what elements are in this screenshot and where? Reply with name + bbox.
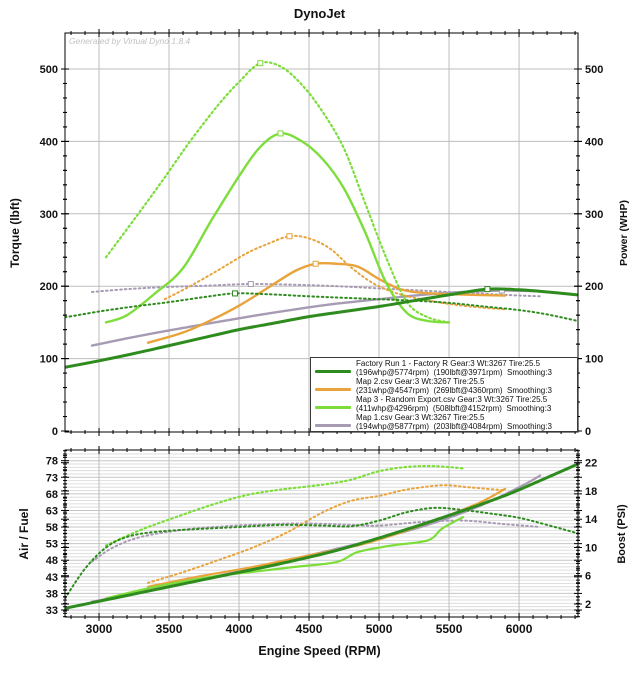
ytick-left-38: 38 — [46, 588, 58, 600]
xtick-5000: 5000 — [366, 622, 393, 636]
series-map2-power — [146, 261, 507, 344]
xtick-3500: 3500 — [156, 622, 183, 636]
series-map3-torque — [104, 61, 451, 324]
x-axis-label: Engine Speed (RPM) — [258, 644, 381, 658]
series-map3-afr — [104, 516, 465, 600]
series-map2-boost — [147, 484, 507, 584]
top-chart-axes — [61, 29, 582, 436]
chart-title: DynoJet — [293, 6, 346, 21]
bottom-chart-tick-labels: 33 38 43 48 53 58 63 68 73 78 2 6 10 14 18 22 3000 3500 40… — [46, 456, 598, 636]
peak-marker-factory-power — [484, 286, 491, 293]
ytick-right-2: 2 — [585, 599, 591, 611]
ytick-left-63: 63 — [46, 505, 58, 517]
series-factory-boost — [65, 506, 578, 600]
series-factory-power — [65, 287, 578, 369]
bottom-chart-series — [65, 462, 578, 610]
ytick-left-68: 68 — [46, 489, 58, 501]
top-chart-series — [65, 60, 578, 369]
series-factory-torque — [65, 292, 578, 322]
ytick-left-58: 58 — [46, 522, 58, 534]
legend-swatch-map2 — [315, 388, 351, 391]
ytick-left-500: 500 — [40, 64, 58, 76]
xtick-5500: 5500 — [436, 622, 463, 636]
legend-entry-map1: Map 1.csv Gear:3 Wt:3267 Tire:25.5 (194wh… — [311, 413, 577, 431]
ytick-right-100: 100 — [585, 354, 603, 366]
ytick-left-100: 100 — [40, 354, 58, 366]
ytick-left-300: 300 — [40, 209, 58, 221]
series-map1-afr — [90, 474, 542, 603]
boost-axis-label: Boost (PSI) — [616, 504, 628, 564]
series-map3-boost — [104, 465, 465, 547]
ytick-left-48: 48 — [46, 555, 58, 567]
bottom-chart-grid — [65, 450, 578, 617]
ytick-right-14: 14 — [585, 514, 598, 526]
legend-entry-map3: Map 3 - Random Export.csv Gear:3 Wt:3267… — [311, 395, 577, 413]
xtick-4500: 4500 — [296, 622, 323, 636]
bottom-chart-axes — [61, 446, 582, 621]
series-factory-afr — [65, 462, 578, 610]
top-chart-tick-labels: 0 100 200 300 400 500 0 100 200 300 400 500 — [40, 64, 604, 438]
legend: Factory Run 1 - Factory R Gear:3 Wt:3267… — [310, 357, 578, 432]
peak-marker-map2-torque — [286, 233, 293, 240]
ytick-right-500: 500 — [585, 64, 603, 76]
peak-marker-map1-torque — [247, 281, 254, 288]
watermark: Generated by Virtual Dyno 1.8.4 — [69, 36, 191, 46]
ytick-left-0: 0 — [52, 426, 58, 438]
peak-marker-map2-power — [312, 260, 319, 267]
ytick-left-73: 73 — [46, 472, 58, 484]
legend-text-map1: Map 1.csv Gear:3 Wt:3267 Tire:25.5 (194wh… — [356, 412, 552, 431]
legend-entry-factory: Factory Run 1 - Factory R Gear:3 Wt:3267… — [311, 359, 577, 377]
power-axis-label: Power (WHP) — [618, 200, 630, 266]
bottom-chart: 33 38 43 48 53 58 63 68 73 78 2 6 10 14 18 22 3000 3500 40… — [46, 446, 598, 636]
ytick-left-200: 200 — [40, 281, 58, 293]
ytick-right-6: 6 — [585, 571, 591, 583]
ytick-left-53: 53 — [46, 539, 58, 551]
ytick-right-300: 300 — [585, 209, 603, 221]
ytick-left-33: 33 — [46, 605, 58, 617]
xtick-4000: 4000 — [226, 622, 253, 636]
xtick-3000: 3000 — [86, 622, 113, 636]
xtick-6000: 6000 — [506, 622, 533, 636]
torque-axis-label: Torque (lbft) — [8, 198, 22, 268]
series-map2-torque — [163, 234, 507, 311]
legend-text-factory: Factory Run 1 - Factory R Gear:3 Wt:3267… — [356, 358, 552, 377]
ytick-right-10: 10 — [585, 542, 597, 554]
legend-entry-map2: Map 2.csv Gear:3 Wt:3267 Tire:25.5 (231wh… — [311, 377, 577, 395]
ytick-right-22: 22 — [585, 458, 597, 470]
ytick-right-200: 200 — [585, 281, 603, 293]
ytick-left-400: 400 — [40, 136, 58, 148]
legend-swatch-factory — [315, 370, 351, 373]
ytick-left-78: 78 — [46, 456, 58, 468]
series-map1-boost — [91, 519, 542, 563]
ytick-left-43: 43 — [46, 572, 58, 584]
legend-swatch-map1 — [315, 424, 351, 427]
legend-text-map2: Map 2.csv Gear:3 Wt:3267 Tire:25.5 (231wh… — [356, 376, 552, 395]
peak-marker-map3-power — [277, 130, 284, 137]
series-map1-power — [90, 289, 542, 347]
airfuel-axis-label: Air / Fuel — [17, 508, 31, 560]
legend-swatch-map3 — [315, 406, 351, 409]
ytick-right-18: 18 — [585, 486, 597, 498]
ytick-right-0: 0 — [585, 426, 591, 438]
legend-text-map3: Map 3 - Random Export.csv Gear:3 Wt:3267… — [356, 394, 552, 413]
ytick-right-400: 400 — [585, 136, 603, 148]
peak-marker-map3-torque — [257, 60, 264, 67]
peak-marker-factory-torque — [231, 290, 238, 297]
